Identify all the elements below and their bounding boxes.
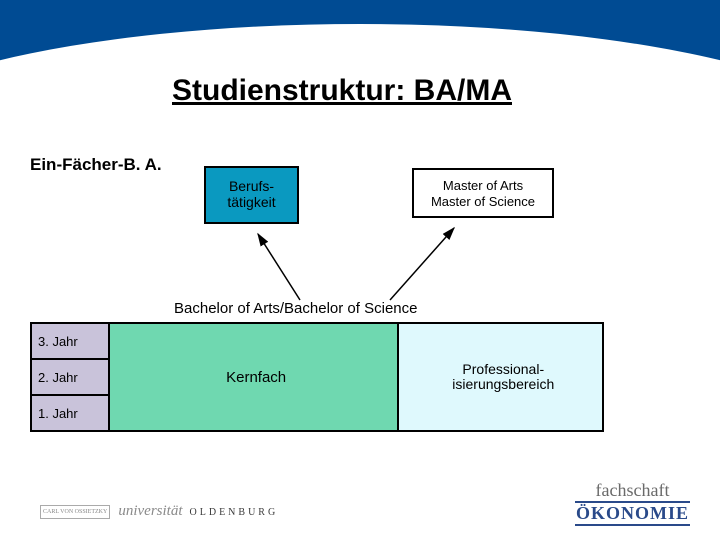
okonomie-text: ÖKONOMIE [575, 501, 690, 526]
prof-line2: isierungsbereich [452, 376, 554, 392]
logo-university: CARL VON OSSIETZKY universität OLDENBURG [40, 502, 278, 520]
box-beruf-line1: Berufs- [229, 178, 274, 194]
year-cell: 2. Jahr [31, 359, 109, 395]
bachelor-label: Bachelor of Arts/Bachelor of Science [174, 300, 417, 317]
logo-fachschaft: fachschaft ÖKONOMIE [575, 480, 690, 526]
fachschaft-text: fachschaft [575, 480, 690, 501]
table-row: 3. Jahr Kernfach Professional- isierungs… [31, 323, 603, 359]
box-master-line1: Master of Arts [443, 178, 523, 193]
oldenburg-text: OLDENBURG [190, 507, 279, 518]
box-berufstaetigkeit: Berufs- tätigkeit [204, 166, 299, 224]
uni-text: universität [118, 503, 182, 519]
year-cell: 1. Jahr [31, 395, 109, 431]
box-master-line2: Master of Science [431, 194, 535, 209]
year-cell: 3. Jahr [31, 323, 109, 359]
page-title: Studienstruktur: BA/MA [172, 74, 512, 108]
prof-cell: Professional- isierungsbereich [398, 323, 603, 431]
kernfach-cell: Kernfach [109, 323, 398, 431]
carl-box: CARL VON OSSIETZKY [40, 505, 110, 519]
box-beruf-line2: tätigkeit [227, 194, 275, 210]
box-master: Master of Arts Master of Science [412, 168, 554, 218]
slide: Studienstruktur: BA/MA Ein-Fächer-B. A. … [0, 0, 720, 540]
prof-line1: Professional- [462, 361, 544, 377]
study-table: 3. Jahr Kernfach Professional- isierungs… [30, 322, 604, 432]
header-arc [0, 24, 720, 284]
subtitle: Ein-Fächer-B. A. [30, 155, 162, 175]
